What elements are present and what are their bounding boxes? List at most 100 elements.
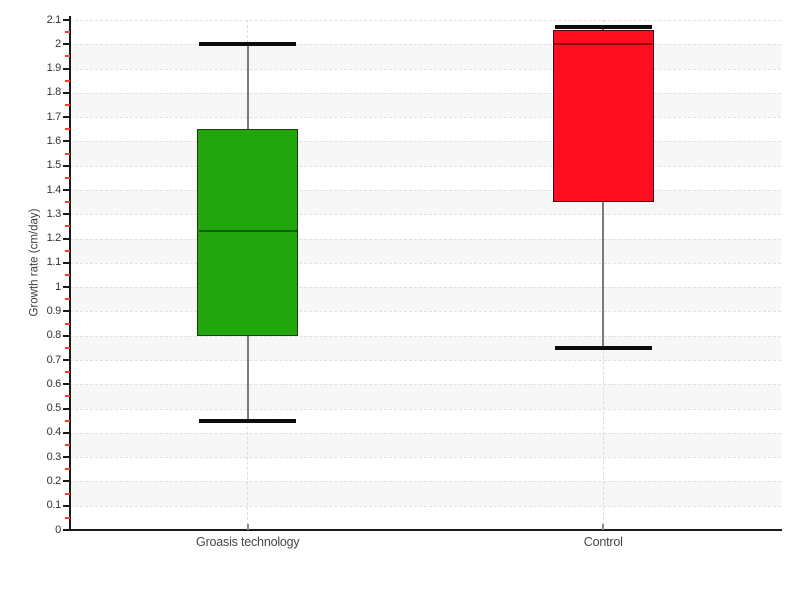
median-line	[198, 230, 297, 233]
gridline	[70, 311, 781, 313]
ytick-label: 1.6	[46, 134, 62, 147]
grid-band	[70, 481, 781, 506]
y-minor-tick	[65, 274, 70, 276]
y-minor-tick	[65, 298, 70, 301]
ytick-label: 1.5	[46, 159, 62, 172]
y-major-tick	[63, 261, 70, 264]
ytick-label: 1.8	[46, 86, 62, 99]
y-major-tick	[63, 140, 70, 143]
whisker-cap	[554, 345, 652, 350]
y-major-tick	[63, 189, 70, 191]
whisker-cap	[554, 25, 652, 30]
y-major-tick	[63, 504, 70, 507]
gridline	[70, 92, 781, 94]
ytick-label: 1.3	[46, 207, 62, 220]
ytick-label: 0.9	[46, 304, 62, 317]
gridline	[70, 408, 781, 410]
ytick-label: 1.1	[46, 256, 62, 269]
x-category-tick	[246, 524, 249, 530]
gridline	[70, 262, 781, 264]
ytick-label: 1.2	[46, 232, 62, 245]
gridline	[70, 457, 781, 459]
gridline	[70, 238, 781, 240]
y-minor-tick	[65, 104, 70, 106]
y-major-tick	[63, 67, 70, 70]
y-minor-tick	[65, 152, 70, 155]
y-major-tick	[63, 164, 70, 167]
y-minor-tick	[65, 371, 70, 374]
y-minor-tick	[65, 79, 70, 82]
x-axis-line	[69, 529, 782, 531]
y-major-tick	[63, 407, 70, 410]
grid-band	[70, 141, 781, 166]
ytick-label: 1	[55, 280, 61, 293]
ytick-label: 0	[55, 523, 61, 536]
whisker-cap	[199, 42, 297, 47]
y-major-tick	[63, 456, 70, 459]
grid-band	[70, 287, 781, 312]
y-major-tick	[63, 286, 70, 289]
y-minor-tick	[65, 201, 70, 204]
gridline	[70, 335, 781, 337]
gridline	[70, 214, 781, 216]
y-major-tick	[63, 237, 70, 240]
box-rect	[197, 129, 299, 336]
y-minor-tick	[65, 31, 70, 34]
y-minor-tick	[65, 176, 70, 179]
y-major-tick	[63, 91, 70, 94]
ytick-label: 2	[55, 37, 61, 50]
y-major-tick	[63, 116, 70, 119]
y-major-tick	[63, 431, 70, 434]
gridline	[70, 165, 781, 167]
gridline	[70, 384, 781, 386]
gridline	[70, 141, 781, 143]
grid-band	[70, 92, 781, 118]
gridline	[70, 117, 781, 119]
x-category-tick	[602, 524, 605, 530]
grid-band	[70, 335, 781, 360]
y-major-tick	[63, 19, 70, 21]
y-major-tick	[63, 359, 70, 361]
gridline	[70, 481, 781, 483]
y-major-tick	[63, 383, 70, 386]
y-minor-tick	[65, 322, 70, 325]
grid-band	[70, 384, 781, 409]
y-minor-tick	[65, 395, 70, 398]
y-minor-tick	[65, 468, 70, 471]
y-minor-tick	[65, 346, 70, 349]
y-minor-tick	[65, 419, 70, 422]
gridline	[70, 190, 781, 191]
y-axis-line	[69, 16, 71, 530]
y-major-tick	[63, 43, 70, 46]
grid-band	[70, 432, 781, 458]
ytick-label: 0.1	[46, 499, 62, 512]
ytick-label: 0.5	[46, 402, 62, 415]
x-category-label: Control	[583, 535, 623, 549]
ytick-label: 0.3	[46, 450, 62, 463]
gridline	[70, 505, 781, 507]
gridline	[70, 44, 781, 46]
ytick-label: 1.4	[46, 183, 62, 196]
y-minor-tick	[65, 444, 70, 446]
y-major-tick	[63, 310, 70, 313]
y-minor-tick	[65, 492, 70, 495]
y-minor-tick	[65, 249, 70, 252]
x-category-label: Groasis technology	[196, 535, 300, 549]
gridline	[70, 432, 781, 434]
gridline	[70, 20, 781, 21]
ytick-label: 0.8	[46, 329, 62, 342]
y-major-tick	[63, 529, 70, 531]
y-minor-tick	[65, 225, 70, 228]
ytick-label: 0.4	[46, 426, 62, 439]
y-major-tick	[63, 480, 70, 483]
gridline	[70, 68, 781, 70]
y-major-tick	[63, 334, 70, 337]
grid-band	[70, 238, 781, 263]
gridline	[70, 360, 781, 361]
y-minor-tick	[65, 55, 70, 58]
whisker-cap	[199, 418, 297, 423]
y-minor-tick	[65, 128, 70, 131]
ytick-label: 0.6	[46, 377, 62, 390]
ytick-label: 1.9	[46, 62, 62, 75]
